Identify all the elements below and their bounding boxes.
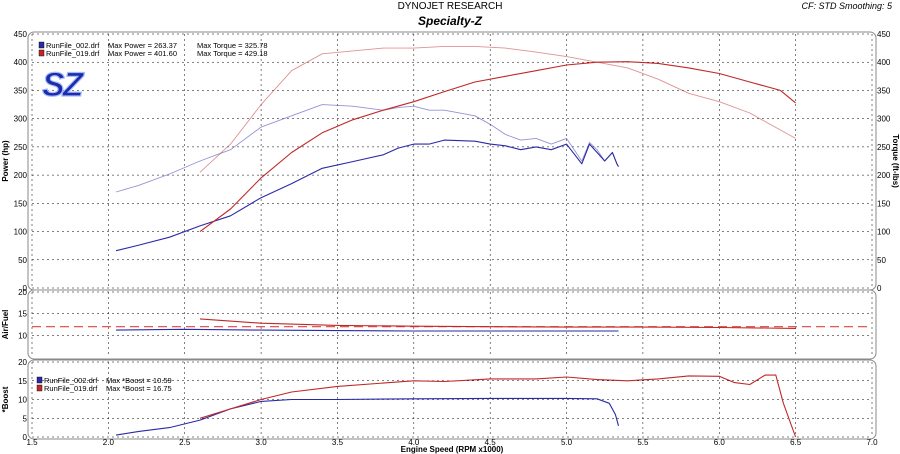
run-019-afr-line	[199, 318, 796, 329]
legend-power_label: Max Power = 263.37	[108, 41, 177, 50]
legend-run-name: RunFile_019.drf	[46, 49, 100, 58]
air-fuel-panel: 10 15 20 Air/Fuel	[1, 288, 877, 360]
xtick-label: 2.0	[103, 438, 115, 447]
xtick-label: 4.5	[485, 438, 497, 447]
xtick-label: 3.5	[332, 438, 344, 447]
run-002-power-line	[115, 139, 619, 252]
sz-logo: SZ	[41, 65, 87, 104]
boost-ylabel: *Boost	[1, 386, 10, 412]
power-torque-ytick-label: 250	[14, 143, 28, 152]
power-torque-y2tick-label: 150	[877, 199, 891, 208]
air-fuel-ytick-label: 20	[18, 288, 27, 297]
power-torque-ytick-label: 300	[14, 115, 28, 124]
power-torque-y2tick-label: 400	[877, 58, 891, 67]
legend-label: Max *Boost = 10.59	[106, 376, 172, 385]
xtick-label: 6.0	[714, 438, 726, 447]
power-torque-ytick-label: 400	[14, 58, 28, 67]
xtick-label: 5.0	[561, 438, 573, 447]
legend-run-name: RunFile_002.drf	[46, 41, 100, 50]
legend-run-name: RunFile_002.drf	[44, 376, 98, 385]
power-torque-ytick-label: 150	[14, 199, 28, 208]
legend-torque_label: Max Torque = 325.78	[197, 41, 268, 50]
torque-axis-label: Torque (ft-lbs)	[891, 134, 900, 188]
power-torque-y2tick-label: 250	[877, 143, 891, 152]
xtick-label: 3.0	[256, 438, 268, 447]
xtick-label: 2.5	[179, 438, 191, 447]
run-002-afr-line	[115, 328, 619, 332]
air-fuel-ytick-label: 15	[18, 310, 27, 319]
chart-title: Specialty-Z	[417, 14, 483, 28]
power-torque-y2tick-label: 200	[877, 171, 891, 180]
power-torque-ytick-label: 100	[14, 228, 28, 237]
power-torque-ytick-label: 350	[14, 86, 28, 95]
legend-swatch	[36, 376, 43, 384]
xtick-label: 1.5	[26, 438, 38, 447]
xtick-label: 7.0	[866, 438, 878, 447]
x-axis-label: Engine Speed (RPM x1000)	[401, 445, 504, 454]
power-torque-y2tick-label: 50	[877, 256, 886, 265]
power-torque-ytick-label: 0	[23, 284, 28, 293]
legend-run-name: RunFile_019.drf	[44, 384, 98, 393]
run-019-power-line	[199, 61, 796, 233]
power-torque-ytick-label: 450	[14, 30, 28, 39]
boost-ytick-label: 0	[23, 433, 28, 442]
legend-swatch	[36, 384, 43, 392]
power-torque-y2tick-label: 350	[877, 86, 891, 95]
company-name: DYNOJET RESEARCH	[397, 1, 503, 12]
boost-ytick-label: 5	[23, 414, 28, 423]
legend-torque_label: Max Torque = 429.18	[197, 49, 268, 58]
legend-power_label: Max Power = 401.60	[108, 49, 177, 58]
power-torque-y2tick-label: 0	[877, 284, 882, 293]
power-torque-panel: 0 50 100 150 200 250 300 350 400 450 0 50 100 150 200 2…	[1, 30, 900, 293]
xtick-label: 5.5	[637, 438, 649, 447]
power-torque-ytick-label: 200	[14, 171, 28, 180]
air-fuel-ytick-label: 10	[18, 331, 27, 340]
xtick-label: 4.0	[408, 438, 420, 447]
boost-ytick-label: 20	[18, 358, 27, 367]
boost-panel: 0 5 10 15 20 *Boost	[1, 358, 877, 442]
run-019-boost-line	[199, 374, 797, 438]
boost-ytick-label: 10	[18, 396, 27, 405]
xtick-label: 6.5	[790, 438, 802, 447]
boost-ytick-label: 15	[18, 377, 27, 386]
run-002-boost-line	[115, 397, 620, 436]
power-torque-frame	[27, 31, 877, 291]
legend-swatch	[38, 41, 45, 49]
legend-swatch	[38, 49, 45, 57]
power-torque-y2tick-label: 450	[877, 30, 891, 39]
power-torque-y2tick-label: 100	[877, 228, 891, 237]
run-019-torque-line	[199, 45, 796, 173]
sz-logo-text: SZ	[42, 66, 85, 104]
legend-label: Max *Boost = 16.75	[106, 384, 172, 393]
power-torque-ytick-label: 50	[18, 256, 27, 265]
cf-smoothing-info: CF: STD Smoothing: 5	[801, 1, 892, 11]
run-002-torque-line	[115, 104, 619, 193]
power-torque-ylabel: Power (hp)	[1, 140, 10, 182]
air-fuel-frame	[27, 289, 877, 360]
air-fuel-ylabel: Air/Fuel	[1, 310, 10, 340]
power-torque-y2tick-label: 300	[877, 115, 891, 124]
